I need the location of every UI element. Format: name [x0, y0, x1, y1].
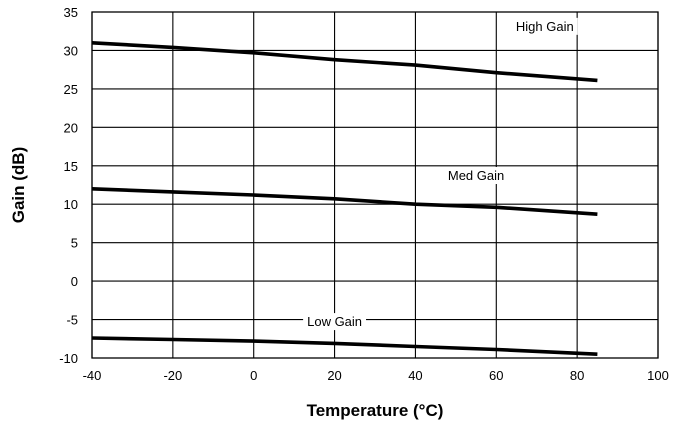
y-tick-label: 15	[64, 159, 78, 174]
series-lines	[91, 41, 598, 356]
series-label: High Gain	[516, 19, 574, 34]
series-label: Low Gain	[307, 314, 362, 329]
series-line-high-gain	[91, 41, 598, 83]
y-tick-label: -5	[66, 313, 78, 328]
x-tick-label: 100	[647, 368, 669, 383]
y-tick-label: 5	[71, 236, 78, 251]
series-label: Med Gain	[448, 168, 504, 183]
series-label-background	[443, 167, 509, 185]
series-label-background	[303, 313, 367, 331]
y-tick-label: 20	[64, 120, 78, 135]
y-tick-label: 30	[64, 43, 78, 58]
series-line-med-gain	[91, 187, 598, 216]
y-axis-title: Gain (dB)	[9, 147, 28, 224]
x-tick-label: 0	[250, 368, 257, 383]
plot-frame	[91, 11, 659, 359]
series-label-background	[511, 17, 578, 35]
x-tick-label: 20	[327, 368, 341, 383]
x-tick-label: 80	[570, 368, 584, 383]
x-tick-label: 40	[408, 368, 422, 383]
series-line-low-gain	[91, 336, 598, 356]
y-tick-labels: -10 -5 0 5 10 15 20 25 30 35	[59, 5, 78, 366]
x-tick-label: 60	[489, 368, 503, 383]
x-tick-labels: -40 -20 0 20 40 60 80 100	[83, 368, 669, 383]
y-tick-label: 25	[64, 82, 78, 97]
y-tick-label: -10	[59, 351, 78, 366]
x-tick-label: -20	[163, 368, 182, 383]
y-tick-label: 0	[71, 274, 78, 289]
x-axis-title: Temperature (°C)	[307, 401, 444, 420]
y-tick-label: 35	[64, 5, 78, 20]
y-tick-label: 10	[64, 197, 78, 212]
x-tick-label: -40	[83, 368, 102, 383]
series-labels: High Gain Med Gain Low Gain	[303, 17, 578, 331]
